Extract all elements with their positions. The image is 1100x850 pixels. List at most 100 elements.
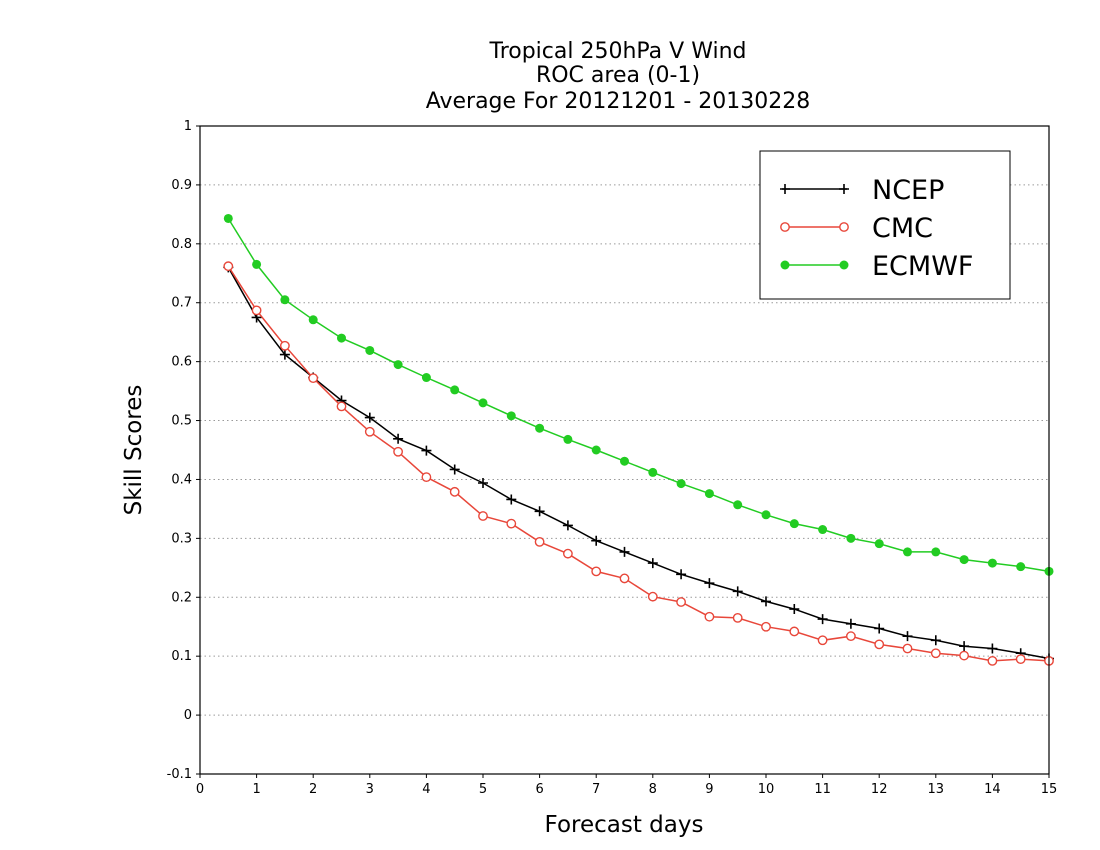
series-line-ecmwf — [227, 218, 1050, 573]
data-point — [817, 635, 828, 646]
y-tick-label: 0.8 — [171, 237, 192, 252]
series-layer — [223, 213, 1054, 666]
data-point — [647, 558, 658, 569]
data-point — [959, 555, 969, 565]
data-point — [365, 345, 375, 355]
x-tick-label: 1 — [252, 782, 260, 797]
data-point — [647, 591, 658, 602]
x-tick-label: 5 — [479, 782, 487, 797]
data-point — [562, 520, 573, 531]
x-tick-label: 15 — [1041, 782, 1058, 797]
x-tick-label: 9 — [705, 782, 713, 797]
data-point — [987, 643, 998, 654]
data-point — [620, 456, 629, 466]
y-tick-label: 0.5 — [171, 414, 192, 429]
data-point — [676, 597, 686, 607]
data-point — [902, 643, 913, 654]
data-point — [478, 398, 488, 408]
data-point — [308, 315, 318, 325]
x-tick-label: 4 — [422, 782, 430, 797]
axis-ticks: -0.100.10.20.30.40.50.60.70.80.910 1 2 3 4 5 6… — [167, 119, 1058, 797]
series-line-cmc — [227, 265, 1050, 662]
data-point — [449, 464, 460, 475]
data-point — [591, 535, 602, 546]
data-point — [506, 494, 517, 505]
data-point — [393, 433, 404, 444]
data-point — [761, 621, 771, 632]
data-point — [704, 578, 715, 589]
data-point — [279, 349, 290, 360]
x-tick-label: 13 — [928, 782, 945, 797]
data-point — [421, 373, 431, 383]
data-point — [450, 385, 460, 395]
legend-box — [759, 150, 1011, 300]
plot-frame — [199, 125, 1050, 775]
data-point — [817, 614, 828, 625]
x-tick-label: 6 — [535, 782, 543, 797]
data-point — [421, 472, 432, 482]
y-tick-label: 0.6 — [171, 355, 192, 370]
data-point — [846, 631, 856, 642]
data-point — [336, 401, 347, 412]
data-point — [223, 261, 234, 272]
data-point — [648, 467, 658, 477]
data-point — [563, 548, 573, 559]
legend-item-cmc: CMC — [780, 213, 933, 244]
data-point — [959, 650, 969, 661]
data-point — [506, 411, 516, 421]
chart-title: Tropical 250hPa V Wind ROC area (0-1) Av… — [426, 39, 811, 114]
data-point — [789, 519, 799, 529]
series-ncep — [223, 262, 1054, 664]
x-tick-label: 7 — [592, 782, 600, 797]
data-point — [845, 618, 856, 629]
data-point — [732, 612, 743, 623]
legend-label: NCEP — [872, 175, 944, 206]
data-point — [761, 596, 771, 607]
data-point — [818, 525, 828, 535]
data-point — [987, 655, 998, 666]
data-point — [902, 631, 913, 642]
y-tick-label: 0.2 — [171, 590, 192, 605]
legend: NCEP CMC ECMWF — [759, 150, 1011, 300]
y-tick-label: 0.7 — [171, 296, 192, 311]
data-point — [930, 635, 941, 646]
title-line-3: Average For 20121201 - 20130228 — [426, 89, 811, 114]
data-point — [839, 222, 849, 232]
x-tick-label: 8 — [649, 782, 657, 797]
data-point — [393, 446, 403, 457]
data-point — [337, 333, 346, 343]
x-tick-label: 10 — [758, 782, 775, 797]
data-point — [619, 573, 630, 584]
data-point — [874, 539, 884, 549]
data-point — [789, 604, 800, 615]
data-point — [930, 648, 941, 659]
data-point — [280, 295, 290, 305]
data-point — [874, 623, 885, 634]
data-point — [506, 518, 517, 529]
data-point — [839, 184, 849, 194]
data-point — [478, 511, 488, 521]
x-tick-label: 0 — [196, 782, 204, 797]
data-point — [959, 641, 970, 652]
data-point — [279, 340, 290, 351]
data-point — [874, 639, 885, 650]
data-point — [252, 259, 262, 269]
data-point — [619, 546, 630, 557]
data-point — [931, 547, 941, 557]
data-point — [1015, 654, 1026, 665]
data-point — [780, 260, 790, 270]
data-point — [839, 260, 849, 270]
series-cmc — [223, 261, 1054, 666]
data-point — [364, 426, 375, 437]
data-point — [421, 445, 432, 456]
legend-item-ncep: NCEP — [780, 175, 944, 206]
series-line-ncep — [227, 267, 1050, 660]
x-tick-label: 3 — [366, 782, 374, 797]
data-point — [223, 213, 233, 223]
data-point — [733, 500, 743, 510]
y-tick-label: 1 — [184, 119, 192, 134]
data-point — [534, 506, 545, 517]
x-tick-label: 14 — [984, 782, 1001, 797]
data-point — [780, 184, 790, 194]
